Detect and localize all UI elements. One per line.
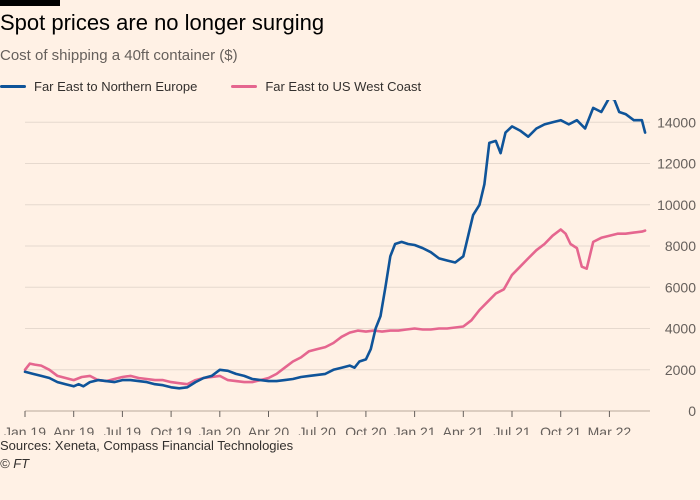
x-tick-label: Oct 21 <box>540 424 581 435</box>
x-tick-label: Jan 19 <box>4 424 46 435</box>
legend-label-europe: Far East to Northern Europe <box>34 79 198 94</box>
y-tick-label: 10000 <box>657 197 696 213</box>
y-tick-label: 2000 <box>665 362 696 378</box>
chart-title: Spot prices are no longer surging <box>0 10 325 35</box>
chart-subtitle: Cost of shipping a 40ft container ($) <box>0 47 238 64</box>
legend-item-us-west: Far East to US West Coast <box>231 79 421 94</box>
x-tick-label: Apr 21 <box>443 424 484 435</box>
legend-item-europe: Far East to Northern Europe <box>0 79 197 94</box>
x-tick-label: Jul 20 <box>299 424 337 435</box>
x-tick-label: Jan 21 <box>394 424 436 435</box>
copyright-note: © FT <box>0 456 30 471</box>
legend-label-us-west: Far East to US West Coast <box>265 79 422 94</box>
y-tick-label: 14000 <box>657 114 696 130</box>
y-tick-label: 12000 <box>657 156 696 172</box>
y-tick-label: 4000 <box>665 321 696 337</box>
x-tick-label: Oct 19 <box>150 424 191 435</box>
y-tick-label: 6000 <box>665 279 696 295</box>
y-tick-label: 8000 <box>665 238 696 254</box>
x-tick-label: Apr 20 <box>248 424 289 435</box>
legend-swatch-europe <box>0 85 26 88</box>
x-tick-label: Jul 21 <box>493 424 531 435</box>
line-chart: 0 2000 4000 6000 8000 10000 12000 14000 Jan 19 Ap… <box>4 100 696 435</box>
legend-swatch-us-west <box>231 85 258 88</box>
brand-bar <box>0 0 60 6</box>
y-tick-label: 0 <box>688 403 696 419</box>
series-line-far-east-us-west-coast <box>23 228 647 386</box>
x-tick-label: Jul 19 <box>104 424 142 435</box>
x-tick-label: Mar 22 <box>588 424 632 435</box>
source-note: Sources: Xeneta, Compass Financial Techn… <box>0 438 294 453</box>
chart-legend: Far East to Northern Europe Far East to … <box>0 79 455 94</box>
x-tick-label: Apr 19 <box>53 424 94 435</box>
x-tick-label: Jan 20 <box>199 424 241 435</box>
x-tick-label: Oct 20 <box>345 424 386 435</box>
series-line-far-east-northern-europe <box>23 100 647 390</box>
